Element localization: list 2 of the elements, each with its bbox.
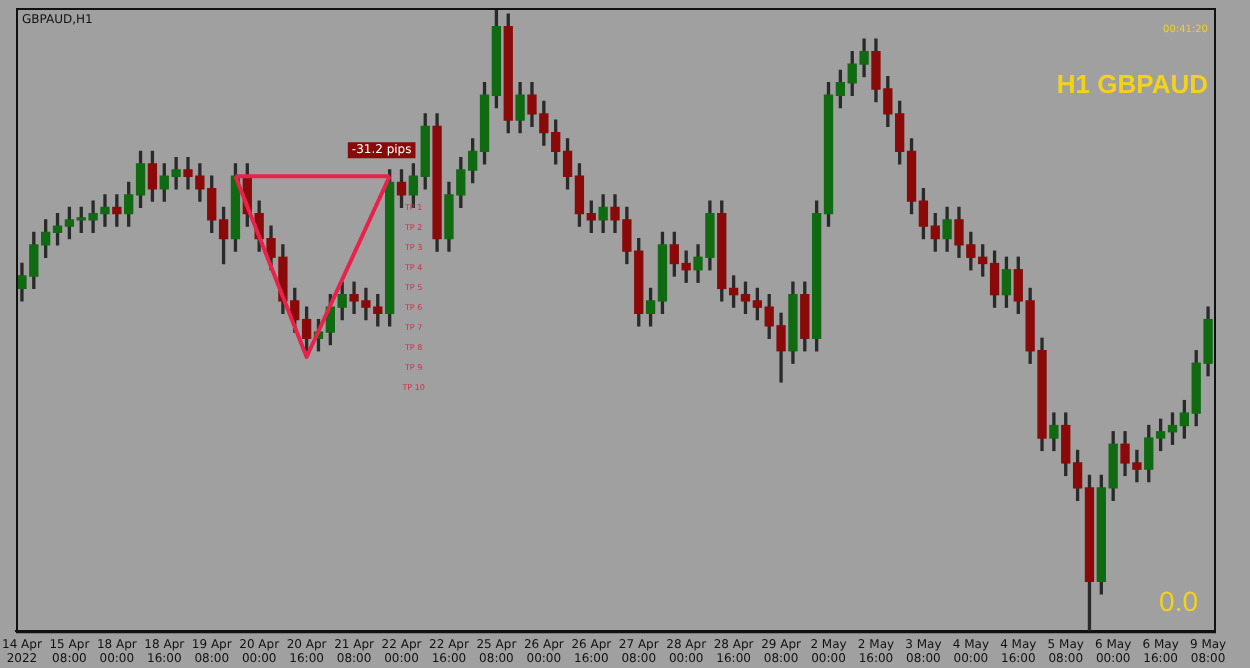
- annotation: H1 GBPAUD: [1056, 69, 1208, 100]
- annotation: 0.0: [1159, 584, 1199, 617]
